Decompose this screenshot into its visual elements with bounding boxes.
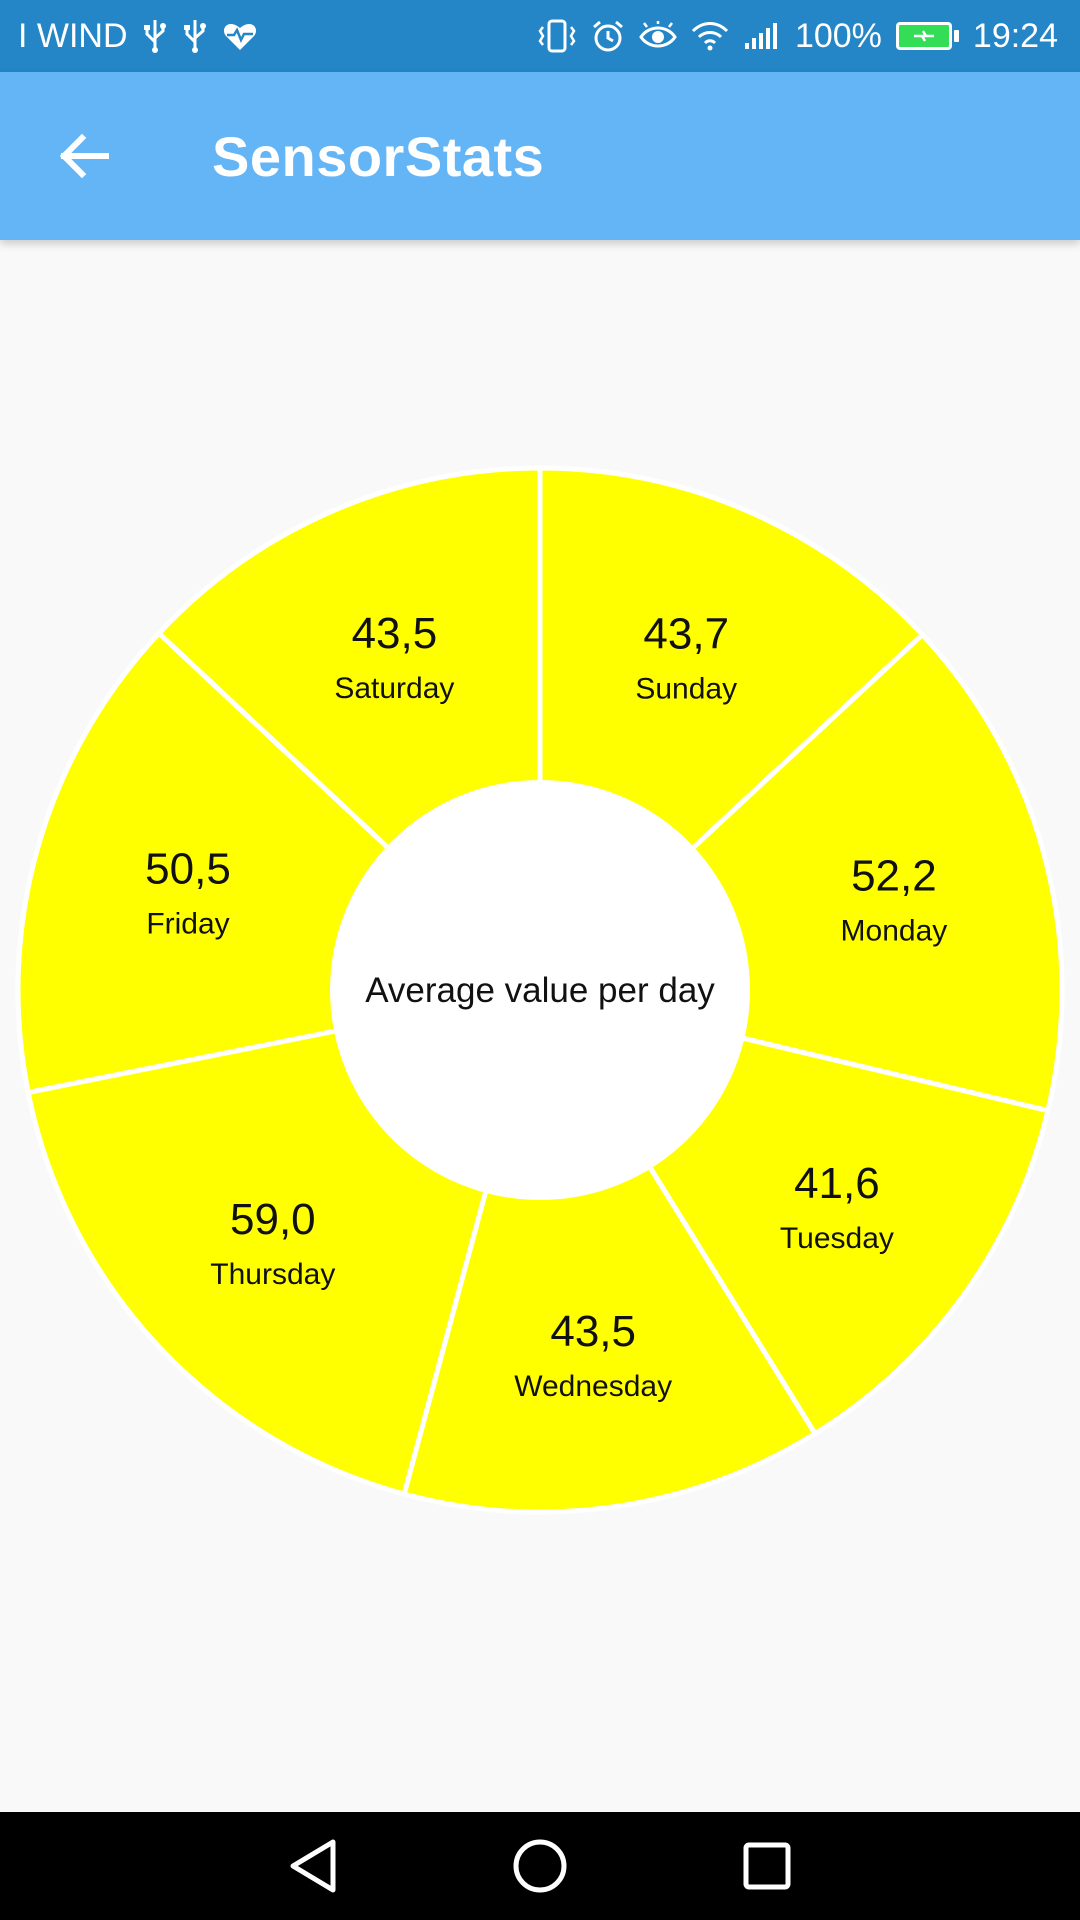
status-bar: I WIND 100% 19:24 [0, 0, 1080, 72]
battery-charging-icon [895, 22, 959, 50]
recents-square-icon [743, 1842, 791, 1890]
chart-center-label: Average value per day [365, 971, 715, 1010]
slice-category-label: Saturday [334, 672, 454, 705]
usb-icon [142, 16, 168, 56]
pie-chart: 43,7 Sunday 52,2 Monday 41,6 Tuesday 43,5 Wedne… [0, 440, 1080, 1540]
alarm-icon [591, 16, 625, 56]
status-right: 100% 19:24 [537, 16, 1058, 56]
back-button[interactable] [36, 108, 132, 204]
nav-bar [0, 1812, 1080, 1920]
slice-category-label: Friday [146, 908, 229, 941]
slice-value-label: 59,0 [230, 1195, 316, 1244]
slice-value-label: 50,5 [145, 845, 231, 894]
eye-icon [639, 16, 677, 56]
slice-value-label: 52,2 [851, 852, 937, 901]
slice-category-label: Sunday [635, 672, 737, 705]
slice-value-label: 43,7 [643, 609, 729, 658]
heart-pulse-icon [222, 16, 258, 56]
chart-svg: 43,7 Sunday 52,2 Monday 41,6 Tuesday 43,5 Wedne… [15, 465, 1065, 1515]
usb-icon [182, 16, 208, 56]
vibrate-icon [537, 16, 577, 56]
slice-category-label: Monday [841, 915, 948, 948]
arrow-back-icon [59, 133, 109, 179]
nav-recents-button[interactable] [717, 1816, 817, 1916]
app-bar: SensorStats [0, 72, 1080, 240]
slice-value-label: 41,6 [794, 1159, 880, 1208]
slice-category-label: Tuesday [780, 1222, 894, 1255]
status-left: I WIND [18, 16, 258, 56]
signal-icon [743, 16, 781, 56]
back-triangle-icon [290, 1839, 336, 1893]
app-title: SensorStats [212, 124, 545, 188]
chart-center-hole [330, 780, 750, 1200]
carrier-label: I WIND [18, 16, 128, 55]
nav-back-button[interactable] [263, 1816, 363, 1916]
slice-category-label: Wednesday [514, 1370, 672, 1403]
wifi-icon [691, 16, 729, 56]
status-time: 19:24 [972, 16, 1058, 55]
slice-value-label: 43,5 [550, 1307, 636, 1356]
slice-value-label: 43,5 [352, 609, 438, 658]
slice-category-label: Thursday [210, 1258, 335, 1291]
battery-percent: 100% [794, 16, 882, 55]
home-circle-icon [513, 1839, 567, 1893]
nav-home-button[interactable] [490, 1816, 590, 1916]
